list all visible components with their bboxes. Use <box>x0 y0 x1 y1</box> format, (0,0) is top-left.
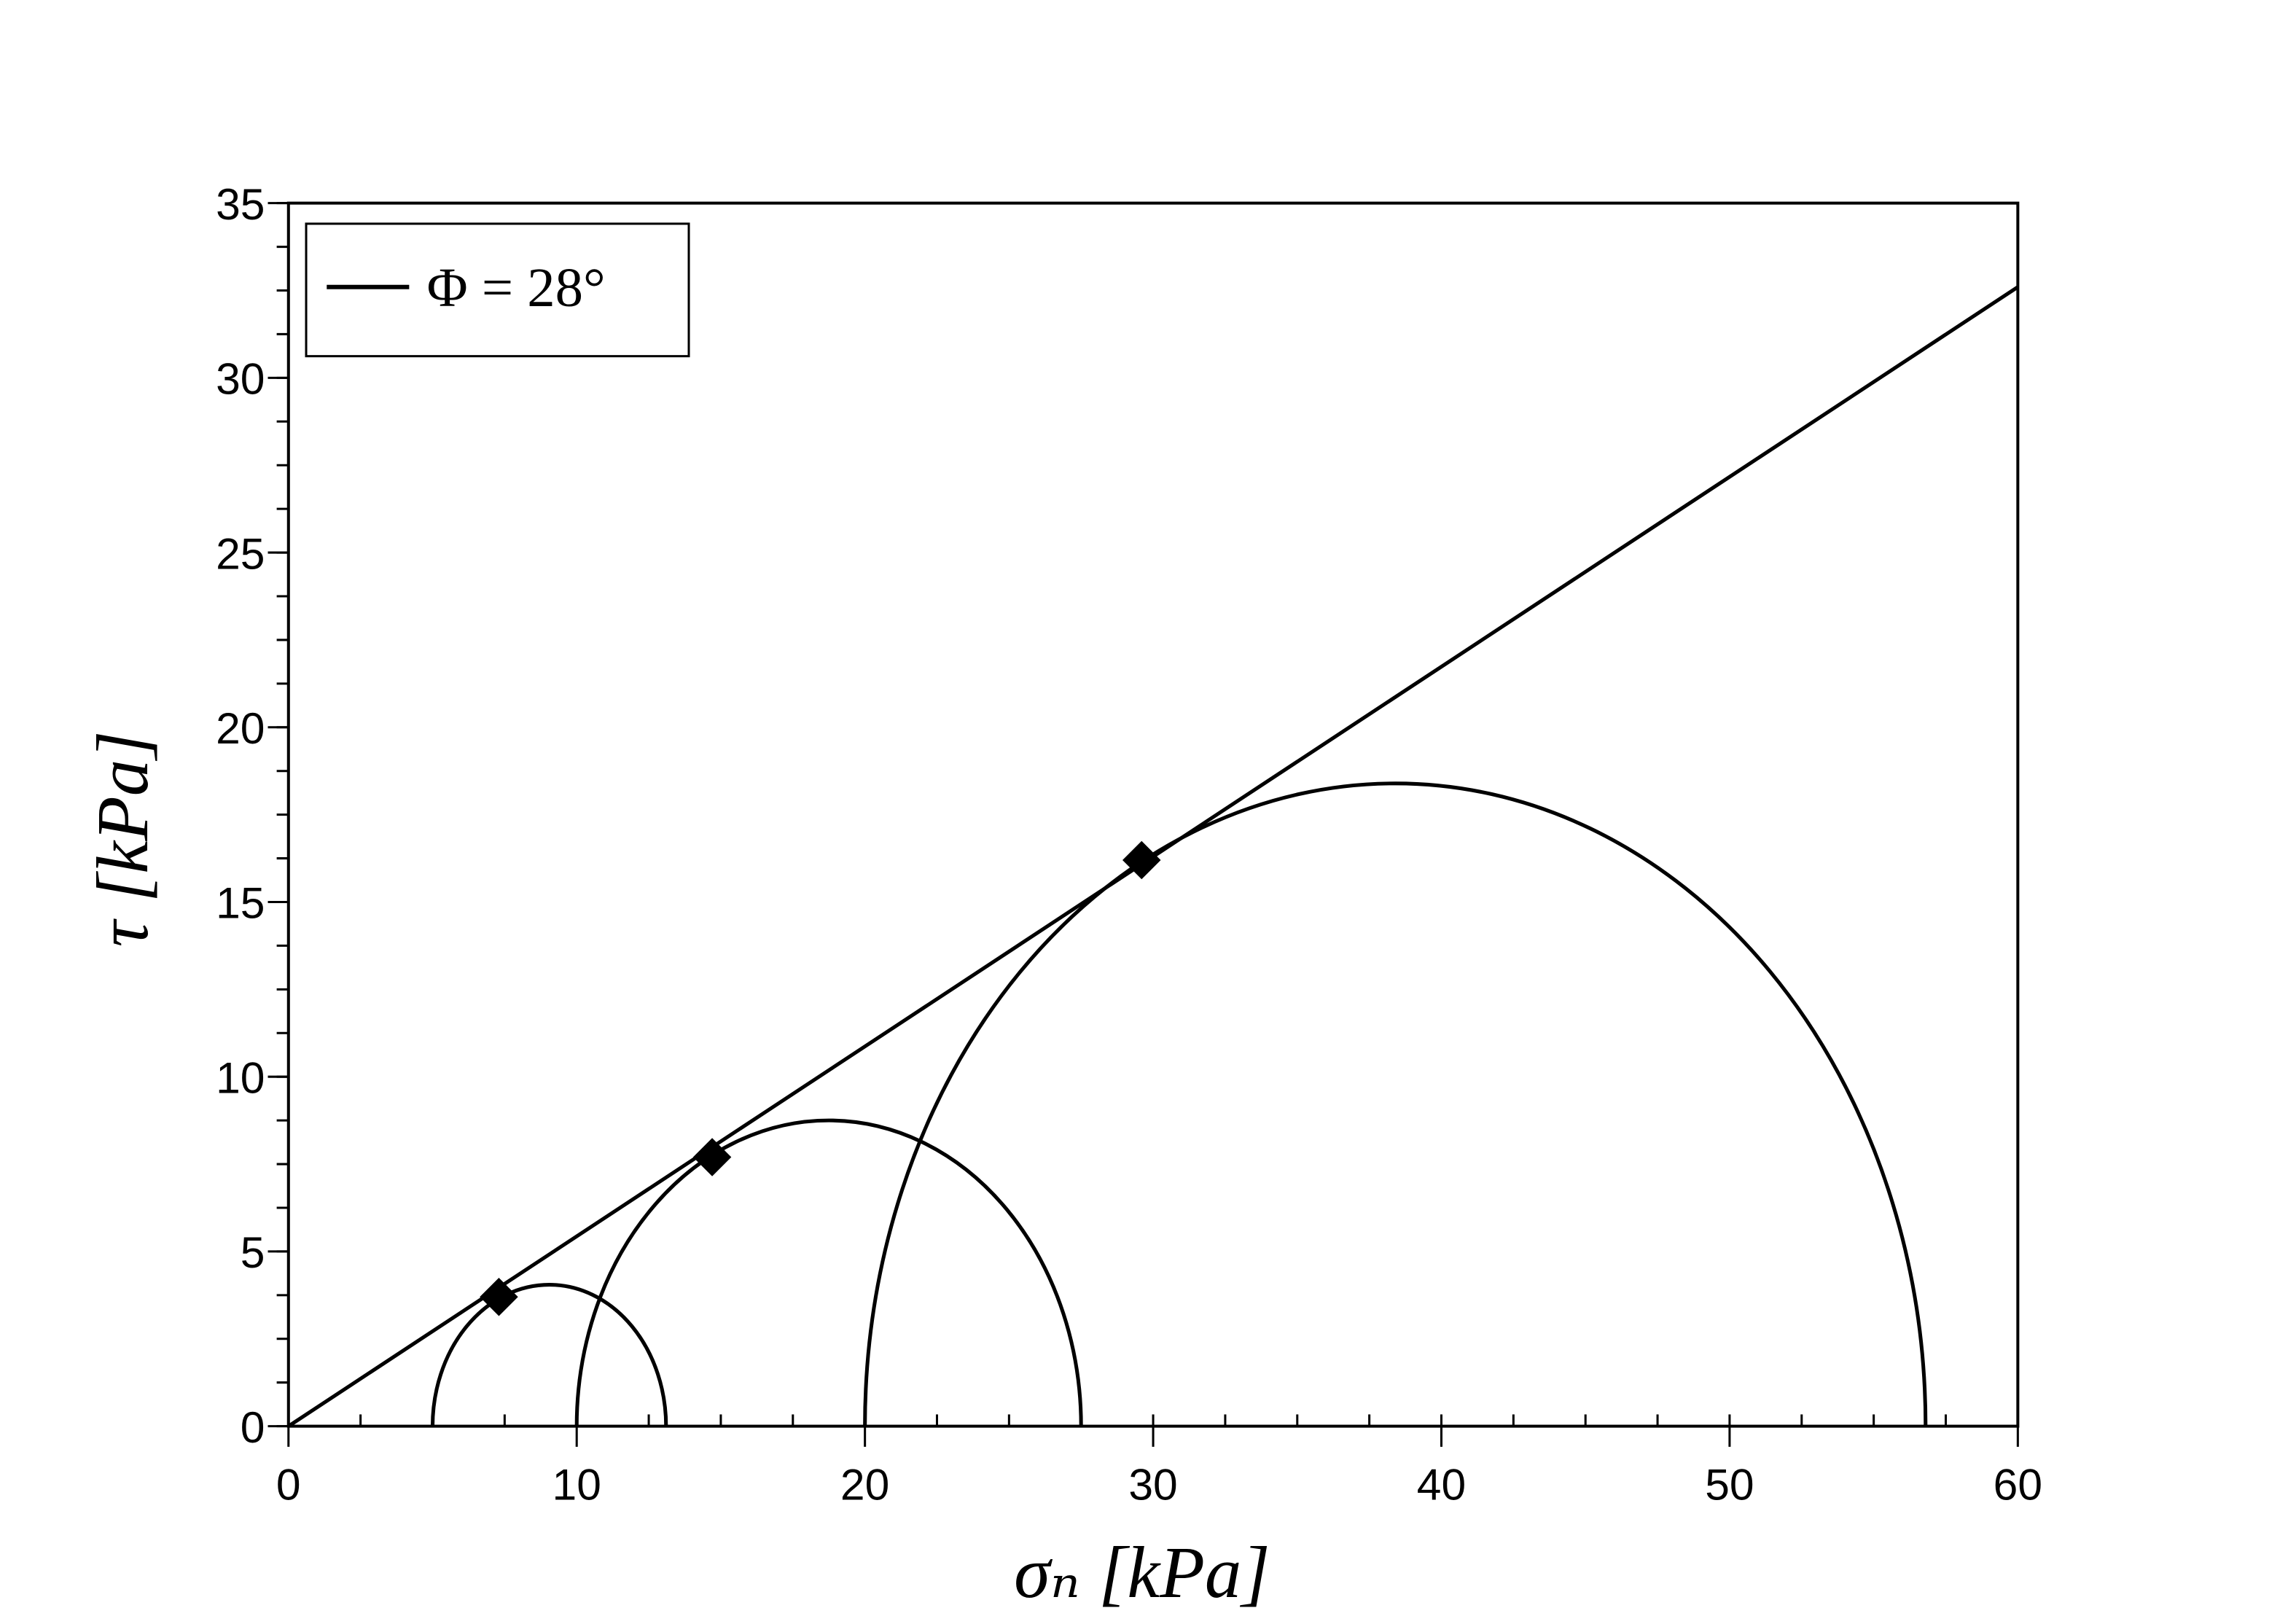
mohr-circle <box>574 1118 1083 1426</box>
x-axis-label: σₙ [kPa] <box>1014 1531 1270 1613</box>
mohr-circle <box>865 784 1926 1426</box>
y-tick-label: 5 <box>241 1227 265 1277</box>
y-tick-label: 35 <box>216 179 265 229</box>
y-tick-label: 30 <box>216 354 265 404</box>
x-tick-label: 0 <box>276 1460 301 1510</box>
y-tick-label: 15 <box>216 878 265 928</box>
x-tick-label: 30 <box>1128 1460 1177 1510</box>
legend-box <box>305 222 690 358</box>
legend: Φ = 28° <box>305 222 690 358</box>
x-tick-label: 50 <box>1705 1460 1754 1510</box>
mohr-circle <box>430 1283 668 1426</box>
x-tick-label: 60 <box>1994 1460 2042 1510</box>
y-axis-label: τ [kPa] <box>82 730 163 947</box>
plot-frame <box>286 201 2020 1428</box>
legend-label: Φ = 28° <box>427 257 606 319</box>
tangent-point <box>692 1138 732 1176</box>
x-tick-label: 40 <box>1417 1460 1466 1510</box>
tangent-point <box>480 1277 518 1316</box>
y-tick-label: 10 <box>216 1053 265 1102</box>
y-tick-label: 25 <box>216 528 265 578</box>
tangent-point <box>1122 840 1161 880</box>
x-tick-label: 20 <box>840 1460 889 1510</box>
y-tick-label: 0 <box>241 1402 265 1452</box>
y-tick-label: 20 <box>216 703 265 753</box>
x-tick-label: 10 <box>552 1460 601 1510</box>
